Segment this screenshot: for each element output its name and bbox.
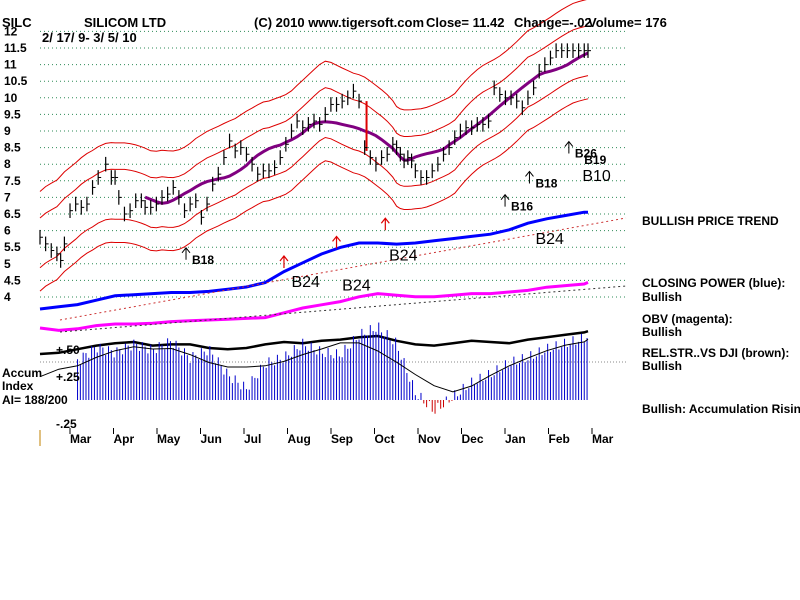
lower-inner-band (39, 75, 589, 269)
cp-trendline (59, 217, 627, 321)
signal-label: B24 (291, 274, 320, 291)
accum-tick-50: +.50 (56, 343, 80, 357)
month-label: Mar (70, 432, 92, 446)
price-tick-label: 4.5 (4, 273, 21, 287)
signal-label: B26 (575, 147, 597, 161)
lower-outer-band (39, 98, 589, 292)
price-tick-label: 9 (4, 124, 11, 138)
month-label: Jan (505, 432, 526, 446)
accum-tick-neg25: -.25 (56, 417, 77, 431)
indicator-obv-status: Bullish (642, 325, 682, 339)
price-tick-label: 11.5 (4, 41, 27, 55)
month-label: Mar (592, 432, 614, 446)
signal-arrow (564, 140, 574, 154)
month-label: Feb (549, 432, 570, 446)
accum-tick-25: +.25 (56, 370, 80, 384)
company-name: SILICOM LTD (84, 15, 166, 30)
indicator-rs-status: Bullish (642, 359, 682, 373)
date-range: 2/ 17/ 9- 3/ 5/ 10 (42, 30, 137, 45)
indicator-accum: Bullish: Accumulation Rising (642, 402, 800, 416)
price-tick-label: 6.5 (4, 207, 21, 221)
close-value: Close= 11.42 (426, 15, 504, 30)
accum-ma-line (39, 338, 589, 393)
price-bars (39, 43, 591, 268)
price-tick-label: 10 (4, 91, 18, 105)
price-tick-label: 7.5 (4, 174, 21, 188)
signal-label: B18 (535, 176, 557, 190)
signal-arrow (525, 170, 534, 184)
month-label: Oct (375, 432, 395, 446)
price-tick-label: 8.5 (4, 141, 21, 155)
signal-label: B10 (582, 168, 611, 185)
moving-average-line (144, 51, 589, 205)
indicator-cp-status: Bullish (642, 290, 682, 304)
red-up-arrow (279, 255, 289, 268)
month-label: Jun (201, 432, 222, 446)
indicator-obv-title: OBV (magenta): (642, 312, 733, 326)
price-tick-label: 5.5 (4, 240, 21, 254)
price-tick-label: 9.5 (4, 107, 21, 121)
signal-label: B18 (192, 253, 214, 267)
indicator-cp-title: CLOSING POWER (blue): (642, 276, 785, 290)
accum-title-3: AI= 188/200 (2, 393, 68, 407)
signal-label: B24 (342, 277, 371, 294)
accum-title-1: Accum (2, 366, 42, 380)
signal-label: B24 (535, 231, 564, 248)
signal-label: B16 (511, 200, 533, 214)
upper-inner-band (39, 25, 589, 219)
price-tick-label: 4 (4, 290, 11, 304)
axis-labels: 4 4.5 5 5.5 6 6.5 7 7.5 8 8.5 9 9.5 10 10.5 11 11.5 12 Ma… (4, 24, 614, 446)
indicator-rs-title: REL.STR..VS DJI (brown): (642, 346, 789, 360)
closing-power-line (39, 210, 588, 311)
obv-line (39, 281, 589, 332)
signal-label: B24 (389, 247, 418, 264)
month-label: Dec (462, 432, 484, 446)
copyright: (C) 2010 www.tigersoft.com (254, 15, 424, 30)
indicator-trend: BULLISH PRICE TREND (642, 214, 779, 228)
price-bands (39, 0, 589, 292)
month-label: Aug (288, 432, 311, 446)
red-up-arrow (380, 217, 390, 231)
month-label: May (157, 432, 181, 446)
ticker: SILC (2, 15, 32, 30)
month-label: Apr (114, 432, 135, 446)
price-tick-label: 6 (4, 224, 11, 238)
signal-arrow (500, 193, 510, 207)
red-up-arrow (332, 235, 341, 249)
signal-label: B19 (584, 153, 606, 167)
signal-arrow (181, 246, 191, 260)
accumulation-histogram (39, 322, 589, 414)
accum-title-2: Index (2, 379, 34, 393)
price-tick-label: 7 (4, 190, 11, 204)
month-label: Sep (331, 432, 353, 446)
price-tick-label: 12 (4, 24, 18, 38)
price-tick-label: 5 (4, 257, 11, 271)
volume-value: Volume= 176 (588, 15, 667, 30)
upper-outer-band (39, 0, 587, 192)
change-value: Change=-.02 (514, 15, 592, 30)
price-tick-label: 11 (4, 58, 17, 72)
price-tick-label: 8 (4, 157, 11, 171)
price-tick-label: 10.5 (4, 74, 28, 88)
month-label: Nov (418, 432, 441, 446)
month-label: Jul (244, 432, 261, 446)
